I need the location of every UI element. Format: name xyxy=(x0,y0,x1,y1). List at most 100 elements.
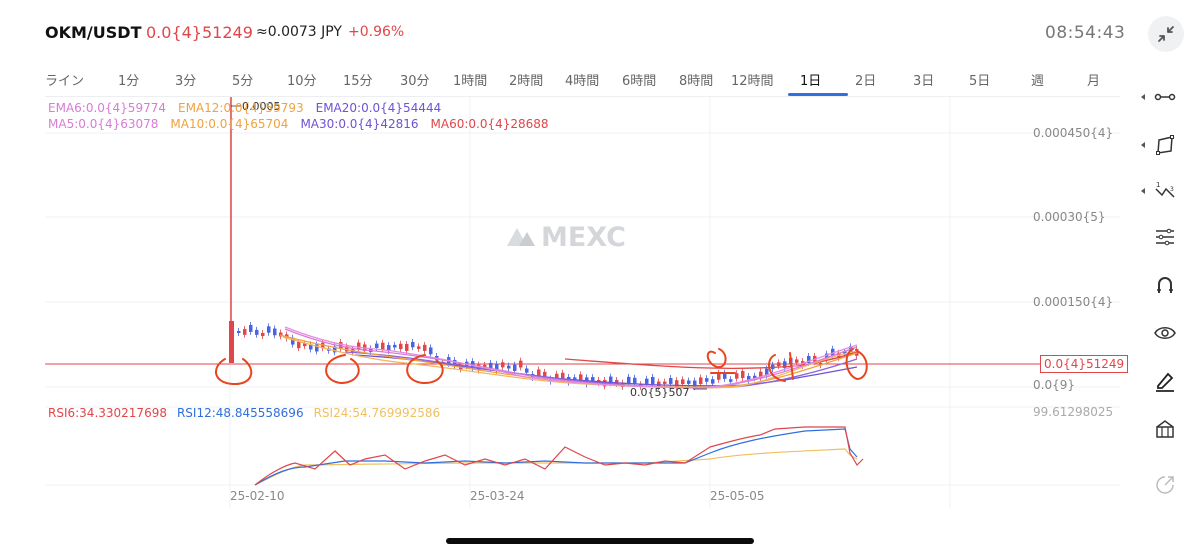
candle xyxy=(831,348,835,356)
tab-timeframe[interactable]: 2日 xyxy=(855,74,877,89)
candle xyxy=(855,348,859,356)
price-axis-label: 0.0{9} xyxy=(1033,378,1075,392)
candle xyxy=(663,381,667,384)
tab-timeframe[interactable]: 3日 xyxy=(913,74,935,89)
candle xyxy=(795,359,799,363)
line-segment-tool[interactable] xyxy=(1152,84,1178,110)
tab-timeframe[interactable]: 1時間 xyxy=(453,74,488,89)
pen-tool[interactable] xyxy=(1152,368,1178,394)
candlestick-chart[interactable]: MEXC 0.0005 0.0{5}507 0.000450{4} 0.0003… xyxy=(45,97,1120,509)
candle xyxy=(591,377,595,382)
chart-area[interactable]: MEXC 0.0005 0.0{5}507 0.000450{4} 0.0003… xyxy=(45,96,1120,509)
tab-timeframe[interactable]: ライン xyxy=(45,74,85,89)
ma-legend: MA5:0.0{4}63078 MA10:0.0{4}65704 MA30:0.0{… xyxy=(48,117,561,131)
rsi24-line xyxy=(254,448,858,486)
candle xyxy=(777,362,781,367)
rsi6-line xyxy=(254,426,864,486)
candle xyxy=(495,363,499,371)
tab-timeframe[interactable]: 1日 xyxy=(800,74,822,89)
candle xyxy=(357,342,361,350)
tab-timeframe[interactable]: 30分 xyxy=(400,74,430,89)
parallel-lines-tool[interactable] xyxy=(1152,224,1178,250)
polygon-icon xyxy=(1156,135,1174,155)
candle xyxy=(741,371,745,379)
candle xyxy=(627,376,631,384)
candle xyxy=(699,377,703,385)
candle xyxy=(255,329,259,335)
tab-timeframe[interactable]: 3分 xyxy=(175,74,197,89)
candle xyxy=(333,346,337,353)
share-tool[interactable] xyxy=(1152,472,1178,498)
candle xyxy=(579,374,583,381)
candle xyxy=(561,372,565,380)
caret-left-icon xyxy=(1141,142,1145,148)
tab-timeframe[interactable]: 6時間 xyxy=(622,74,657,89)
tab-timeframe[interactable]: 5分 xyxy=(232,74,254,89)
candle xyxy=(765,368,769,376)
candle xyxy=(387,345,391,352)
collapse-button[interactable] xyxy=(1148,16,1184,52)
tab-timeframe[interactable]: 10分 xyxy=(287,74,317,89)
tab-timeframe[interactable]: 8時間 xyxy=(679,74,714,89)
caret-left-icon xyxy=(1141,94,1145,100)
candle xyxy=(513,364,517,371)
candle xyxy=(675,380,679,388)
candle xyxy=(759,371,763,378)
circle-annotation xyxy=(215,358,253,386)
polygon-tool[interactable] xyxy=(1152,132,1178,158)
candle xyxy=(501,362,505,368)
ema6-line xyxy=(284,328,858,389)
spike-candle-body xyxy=(229,321,234,363)
jpy-price: ≈0.0073 JPY xyxy=(256,24,342,40)
watermark-text: MEXC xyxy=(541,222,626,253)
ma60-line xyxy=(564,350,858,370)
tab-timeframe[interactable]: 1分 xyxy=(118,74,140,89)
candle xyxy=(399,343,403,350)
candle xyxy=(243,329,247,335)
ruler-icon xyxy=(1156,420,1174,438)
candle xyxy=(261,332,265,337)
header: OKM/USDT 0.0{4}51249 ≈0.0073 JPY +0.96% … xyxy=(0,0,1200,64)
circle-annotation xyxy=(406,354,444,385)
svg-text:3: 3 xyxy=(1170,186,1174,193)
candle xyxy=(819,362,823,366)
legend-entry: MA5:0.0{4}63078 xyxy=(48,117,159,131)
candle xyxy=(651,376,655,384)
candle xyxy=(375,343,379,348)
pair-title[interactable]: OKM/USDT xyxy=(45,23,142,42)
tab-timeframe[interactable]: 週 xyxy=(1031,74,1045,89)
rsi-lines xyxy=(254,426,864,486)
candle xyxy=(735,373,739,379)
candle xyxy=(489,362,493,369)
tab-timeframe[interactable]: 15分 xyxy=(343,74,373,89)
measure-tool[interactable] xyxy=(1152,416,1178,442)
candle xyxy=(297,341,301,349)
candle xyxy=(705,378,709,382)
candle xyxy=(429,347,433,355)
candle xyxy=(267,326,271,333)
home-indicator[interactable] xyxy=(446,538,754,544)
candle xyxy=(843,351,847,355)
candle xyxy=(555,373,559,379)
candle xyxy=(537,369,541,377)
tab-timeframe[interactable]: 4時間 xyxy=(565,74,600,89)
tab-timeframe[interactable]: 2時間 xyxy=(509,74,544,89)
legend-entry: MA10:0.0{4}65704 xyxy=(170,117,289,131)
tab-timeframe[interactable]: 12時間 xyxy=(731,74,774,89)
tab-timeframe[interactable]: 月 xyxy=(1087,74,1101,89)
last-price: 0.0{4}51249 xyxy=(146,23,253,42)
rsi-axis-label: 99.61298025 xyxy=(1033,405,1113,419)
ema-legend: EMA6:0.0{4}59774 EMA12:0.0{4}59793 EMA20:0… xyxy=(48,101,453,115)
legend-entry: EMA20:0.0{4}54444 xyxy=(315,101,442,115)
magnet-tool[interactable] xyxy=(1152,272,1178,298)
tab-timeframe[interactable]: 5日 xyxy=(969,74,991,89)
date-label: 25-02-10 xyxy=(230,489,284,503)
visibility-tool[interactable] xyxy=(1152,320,1178,346)
parallel-lines-icon xyxy=(1156,228,1174,246)
candle xyxy=(669,378,673,384)
moving-average-lines xyxy=(279,326,858,389)
timeframe-tabs: ライン 1分 3分 5分 10分 15分 30分 1時間 2時間 4時間 6時間 8時間 12時間 1日 2… xyxy=(45,64,1120,96)
price-axis-label: 0.000450{4} xyxy=(1033,126,1113,140)
candle xyxy=(711,379,715,384)
